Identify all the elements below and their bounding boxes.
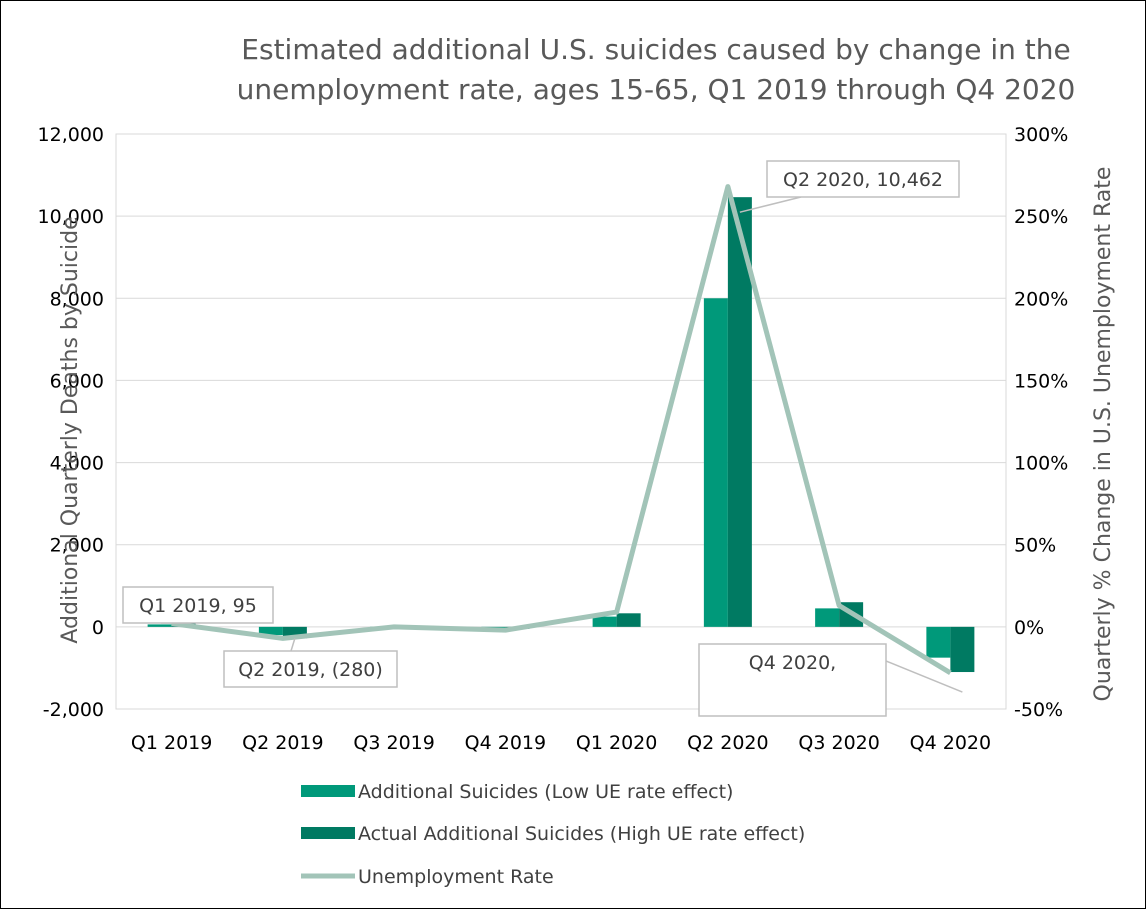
legend: Additional Suicides (Low UE rate effect)…	[301, 781, 805, 888]
bar-high-effect	[950, 627, 974, 672]
bar-low-effect	[593, 617, 617, 627]
callout-leader	[291, 638, 295, 651]
chart-title-line-2: unemployment rate, ages 15-65, Q1 2019 t…	[237, 73, 1076, 106]
x-tick-label: Q3 2019	[353, 732, 434, 754]
x-tick-label: Q4 2019	[465, 732, 546, 754]
x-tick-label: Q2 2019	[242, 732, 323, 754]
x-tick-label: Q1 2020	[576, 732, 657, 754]
tick-labels: -2,00002,0004,0006,0008,00010,00012,000-…	[38, 124, 1069, 754]
legend-label: Additional Suicides (Low UE rate effect)	[358, 781, 733, 803]
x-tick-label: Q4 2020	[910, 732, 991, 754]
y-tick-label: 12,000	[38, 124, 104, 146]
y2-tick-label: 100%	[1014, 453, 1068, 475]
unemployment-line-layer	[172, 186, 951, 672]
y2-tick-label: -50%	[1014, 699, 1063, 721]
y2-tick-label: 150%	[1014, 370, 1068, 392]
y-tick-label: -2,000	[43, 699, 104, 721]
callout-label: Q4 2020,	[749, 652, 836, 674]
unemployment-rate-line	[172, 187, 951, 673]
y-tick-label: 0	[92, 617, 104, 639]
x-tick-label: Q1 2019	[131, 732, 212, 754]
callout-label: Q1 2019, 95	[139, 595, 257, 617]
bar-low-effect	[926, 627, 950, 658]
bar-low-effect	[815, 608, 839, 626]
legend-label: Unemployment Rate	[358, 866, 554, 888]
y2-tick-label: 50%	[1014, 535, 1056, 557]
x-tick-label: Q2 2020	[687, 732, 768, 754]
legend-swatch	[301, 785, 355, 797]
y2-tick-label: 0%	[1014, 617, 1044, 639]
y2-tick-label: 250%	[1014, 206, 1068, 228]
y2-axis-title: Quarterly % Change in U.S. Unemployment …	[1091, 167, 1116, 702]
y2-tick-label: 300%	[1014, 124, 1068, 146]
x-tick-label: Q3 2020	[798, 732, 879, 754]
y2-tick-label: 200%	[1014, 288, 1068, 310]
bar-low-effect	[704, 298, 728, 627]
legend-swatch	[301, 827, 355, 839]
callout-label: Q2 2019, (280)	[238, 659, 383, 681]
legend-label: Actual Additional Suicides (High UE rate…	[358, 823, 805, 845]
y-axis-title: Additional Quarterly Deaths by Suicide	[58, 216, 83, 643]
callout-label: Q2 2020, 10,462	[783, 169, 943, 191]
chart-title-line-1: Estimated additional U.S. suicides cause…	[241, 33, 1070, 66]
bar-low-effect	[148, 624, 172, 626]
bar-high-effect	[617, 613, 641, 627]
